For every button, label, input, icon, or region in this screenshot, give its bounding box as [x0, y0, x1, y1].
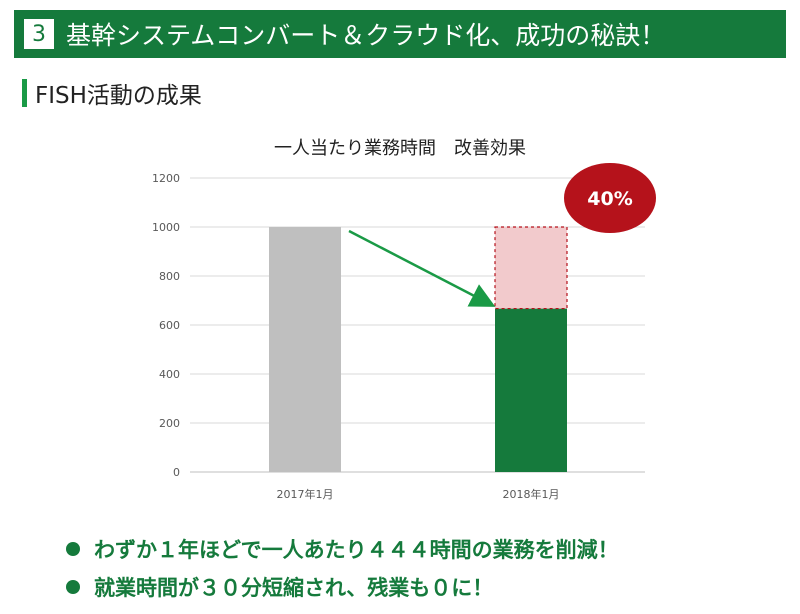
y-tick-label: 200	[159, 417, 180, 430]
section-number: 3	[24, 19, 54, 49]
callout-badge	[564, 163, 656, 233]
y-tick-label: 800	[159, 270, 180, 283]
reduction-arrow-icon	[348, 229, 496, 307]
bar-chart: 0 200 400 600 800 1000 1200 2017年1月 2018年1月 40%	[152, 163, 656, 501]
bullet-text: わずか１年ほどで一人あたり４４４時間の業務を削減！	[94, 538, 619, 562]
bar-2018	[495, 308, 567, 472]
bar-2018-reduced-portion	[494, 226, 568, 310]
y-tick-label: 600	[159, 319, 180, 332]
bullet-dot-icon	[66, 542, 80, 556]
y-tick-label: 400	[159, 368, 180, 381]
header-banner: 3 基幹システムコンバート＆クラウド化、成功の秘訣！	[14, 10, 786, 58]
y-tick-label: 1200	[152, 172, 180, 185]
bullet-dot-icon	[66, 580, 80, 594]
bullet-item: わずか１年ほどで一人あたり４４４時間の業務を削減！	[66, 530, 619, 568]
subheading-accent-bar	[22, 79, 27, 107]
bullet-list: わずか１年ほどで一人あたり４４４時間の業務を削減！ 就業時間が３０分短縮され、残…	[66, 530, 619, 606]
subheading-text: FISH活動の成果	[35, 83, 202, 109]
y-tick-label: 1000	[152, 221, 180, 234]
bullet-text: 就業時間が３０分短縮され、残業も０に！	[94, 576, 494, 600]
bullet-item: 就業時間が３０分短縮され、残業も０に！	[66, 568, 619, 606]
bar-2017	[269, 227, 341, 472]
subheading: FISH活動の成果	[22, 78, 202, 109]
callout-label: 40%	[587, 188, 632, 210]
y-tick-label: 0	[173, 466, 180, 479]
header-title: 基幹システムコンバート＆クラウド化、成功の秘訣！	[66, 21, 666, 50]
x-tick-label: 2018年1月	[503, 487, 560, 501]
x-tick-label: 2017年1月	[277, 487, 334, 501]
chart-title: 一人当たり業務時間 改善効果	[274, 138, 526, 159]
